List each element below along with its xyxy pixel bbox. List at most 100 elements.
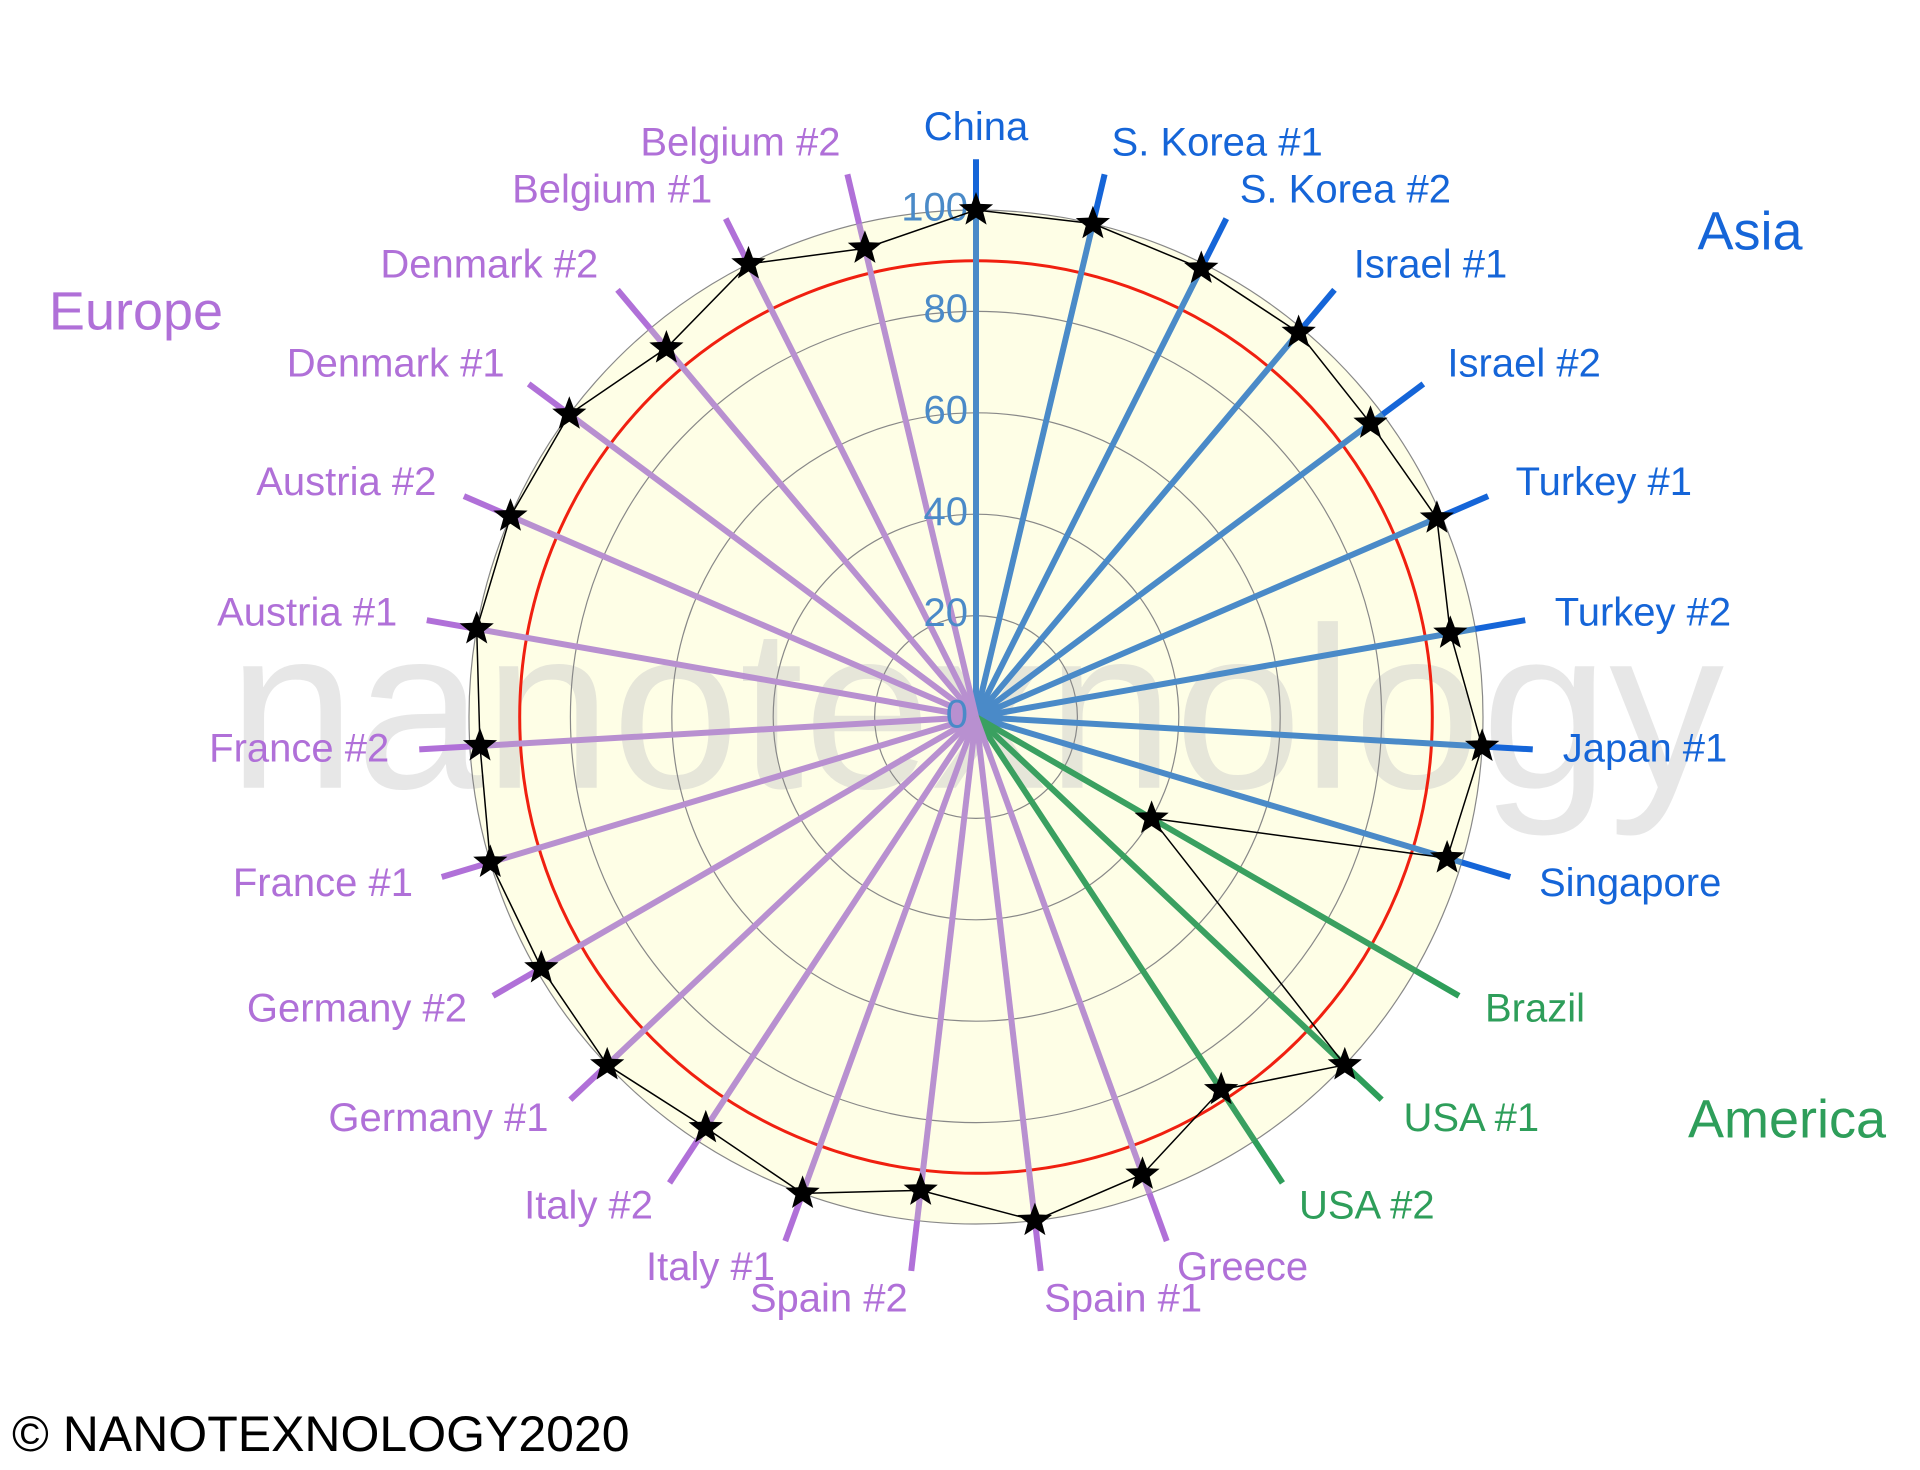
spoke (973, 262, 1207, 719)
data-point (1134, 800, 1169, 833)
data-point (1204, 1071, 1239, 1105)
data-point (1017, 1202, 1052, 1236)
data-point (958, 192, 994, 225)
spoke-end (1252, 1138, 1285, 1185)
spoke (974, 513, 1443, 720)
spoke-end (615, 287, 653, 331)
spoke-end (908, 1220, 921, 1272)
category-label: Italy #2 (524, 1184, 653, 1228)
category-label: France #2 (209, 727, 389, 771)
category-label: Belgium #1 (512, 167, 712, 211)
category-label: Turkey #2 (1555, 591, 1731, 635)
data-point (552, 396, 587, 429)
spoke (799, 715, 979, 1195)
data-point (688, 1109, 723, 1143)
data-point (473, 844, 508, 877)
category-label: S. Korea #2 (1240, 167, 1451, 211)
data-point (462, 727, 498, 761)
data-point (903, 1172, 938, 1205)
spoke-end (440, 859, 492, 880)
spoke (694, 715, 979, 1143)
data-point (1433, 615, 1468, 648)
spoke (647, 326, 979, 719)
data-point (1075, 205, 1110, 239)
group-label: Europe (49, 281, 223, 341)
category-label: Belgium #2 (640, 121, 840, 165)
spoke (476, 626, 977, 720)
data-point (493, 498, 528, 531)
spoke-end (1299, 287, 1337, 331)
category-label: Israel #2 (1447, 342, 1600, 386)
spoke (975, 626, 1476, 720)
spoke (975, 714, 1463, 866)
spoke (535, 714, 978, 974)
spoke-end (1413, 967, 1461, 999)
category-label: Turkey #1 (1516, 460, 1692, 504)
spoke (605, 714, 979, 1068)
spoke (509, 513, 978, 720)
spoke-end (491, 967, 539, 999)
group-label: Asia (1697, 201, 1803, 261)
data-point (590, 1046, 625, 1080)
data-point (847, 230, 882, 263)
category-label: Singapore (1539, 861, 1721, 905)
spoke (974, 411, 1385, 720)
category-label: USA #2 (1299, 1184, 1435, 1228)
category-label: Israel #1 (1354, 242, 1507, 286)
spoke-end (1474, 617, 1526, 632)
category-label: S. Korea #1 (1112, 121, 1323, 165)
category-label: Germany #1 (328, 1096, 548, 1140)
spoke-end (1460, 859, 1512, 880)
spoke-end (419, 743, 471, 753)
spoke (856, 222, 979, 718)
data-point (731, 245, 766, 279)
category-label: Japan #1 (1563, 727, 1728, 771)
spoke (973, 222, 1096, 718)
data-point (1430, 840, 1465, 873)
spoke (973, 326, 1305, 719)
data-point (524, 950, 559, 983)
data-point (1419, 500, 1454, 533)
radial-tick-label: 80 (924, 287, 969, 331)
category-label: France #1 (233, 861, 413, 905)
data-point (785, 1175, 820, 1208)
data-point (1353, 405, 1388, 438)
spoke (469, 714, 977, 750)
spoke (745, 262, 979, 719)
category-label: Denmark #2 (380, 242, 598, 286)
footer: © NANOTEXNOLOGY2020 (12, 1406, 630, 1462)
spoke (974, 714, 1417, 974)
data-line (475, 209, 1483, 1222)
spoke-end (1031, 1220, 1044, 1272)
spoke (975, 714, 1483, 750)
radial-tick-label: 40 (924, 490, 969, 534)
data-point (1184, 250, 1219, 283)
spoke (973, 714, 1347, 1068)
category-label: Germany #2 (247, 986, 467, 1030)
category-label: Italy #1 (646, 1245, 775, 1289)
category-label: USA #1 (1403, 1096, 1539, 1140)
data-point (649, 330, 684, 363)
category-label: Austria #1 (217, 591, 397, 635)
category-label: Denmark #1 (287, 342, 505, 386)
category-label: Austria #2 (256, 460, 436, 504)
category-label: Spain #2 (750, 1276, 908, 1320)
radial-tick-label: 100 (901, 186, 968, 230)
spoke (914, 716, 979, 1221)
data-point (1125, 1156, 1160, 1189)
spoke-end (1146, 1192, 1170, 1243)
category-label: China (924, 105, 1029, 149)
spoke (973, 715, 1153, 1195)
spoke (973, 716, 1038, 1221)
spoke (489, 714, 977, 866)
spoke (567, 411, 978, 720)
data-point (459, 611, 494, 644)
group-label: America (1688, 1089, 1887, 1149)
spoke-end (667, 1138, 700, 1185)
data-point (1281, 314, 1316, 348)
category-label: Brazil (1485, 986, 1585, 1030)
category-label: Spain #1 (1044, 1276, 1202, 1320)
data-point (1465, 728, 1500, 761)
spoke-end (844, 173, 862, 225)
